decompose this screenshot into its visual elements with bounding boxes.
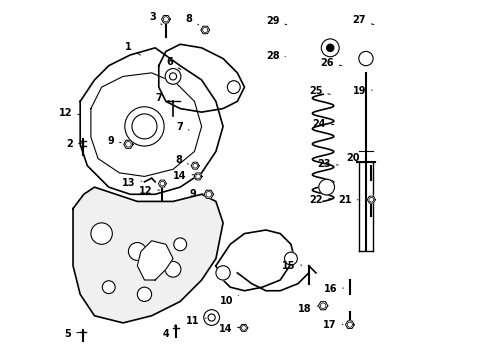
Polygon shape [123,140,133,148]
Text: 2: 2 [66,139,83,149]
Text: 15: 15 [281,261,301,271]
Text: 22: 22 [309,195,330,205]
Circle shape [165,68,181,84]
Text: 24: 24 [312,118,333,129]
Polygon shape [194,173,202,180]
Polygon shape [73,187,223,323]
Circle shape [125,141,131,147]
Text: 7: 7 [155,93,170,103]
Circle shape [202,27,207,32]
Text: 14: 14 [173,171,194,181]
Text: 8: 8 [185,14,198,25]
Text: 16: 16 [323,284,343,294]
Text: 3: 3 [149,13,162,25]
Text: 4: 4 [163,325,176,339]
Text: 25: 25 [308,86,329,96]
Text: 12: 12 [139,186,159,197]
Polygon shape [162,15,170,23]
Polygon shape [203,190,213,198]
Text: 20: 20 [346,153,366,163]
Polygon shape [201,26,209,34]
Circle shape [358,51,372,66]
Text: 6: 6 [166,57,181,69]
Circle shape [346,322,352,327]
Text: 28: 28 [265,51,285,61]
Text: 18: 18 [297,303,317,314]
Circle shape [91,223,112,244]
Polygon shape [158,180,166,187]
Circle shape [128,243,146,260]
Text: 9: 9 [107,136,121,146]
Circle shape [137,287,151,301]
Text: 5: 5 [64,329,80,339]
Circle shape [160,181,164,186]
Circle shape [203,310,219,325]
Circle shape [124,107,164,146]
Circle shape [326,44,333,51]
Polygon shape [345,321,353,328]
Text: 29: 29 [265,16,286,26]
Text: 9: 9 [189,189,203,199]
Circle shape [216,266,230,280]
Text: 13: 13 [122,178,142,188]
Circle shape [368,197,373,202]
Circle shape [321,39,339,57]
Text: 1: 1 [125,42,140,55]
Text: 7: 7 [176,122,189,132]
Text: 11: 11 [186,316,205,326]
Text: 19: 19 [352,86,371,96]
Circle shape [195,174,200,179]
Text: 14: 14 [218,324,240,334]
Circle shape [227,81,240,94]
Circle shape [241,325,245,330]
Polygon shape [366,196,374,203]
Text: 21: 21 [338,195,357,205]
Circle shape [284,252,297,265]
Circle shape [102,281,115,294]
Text: 12: 12 [59,108,80,118]
Text: 10: 10 [219,296,238,306]
Circle shape [320,303,325,309]
Circle shape [173,238,186,251]
Circle shape [165,261,181,277]
Polygon shape [191,162,199,169]
Text: 27: 27 [352,15,373,25]
Text: 17: 17 [323,320,342,330]
Text: 23: 23 [317,159,337,169]
Polygon shape [318,302,327,310]
Circle shape [192,163,197,168]
Text: 8: 8 [175,156,188,165]
Polygon shape [240,324,247,331]
Circle shape [163,17,168,22]
Polygon shape [137,241,173,280]
Circle shape [205,192,211,197]
Text: 26: 26 [320,58,341,68]
Circle shape [318,179,334,195]
